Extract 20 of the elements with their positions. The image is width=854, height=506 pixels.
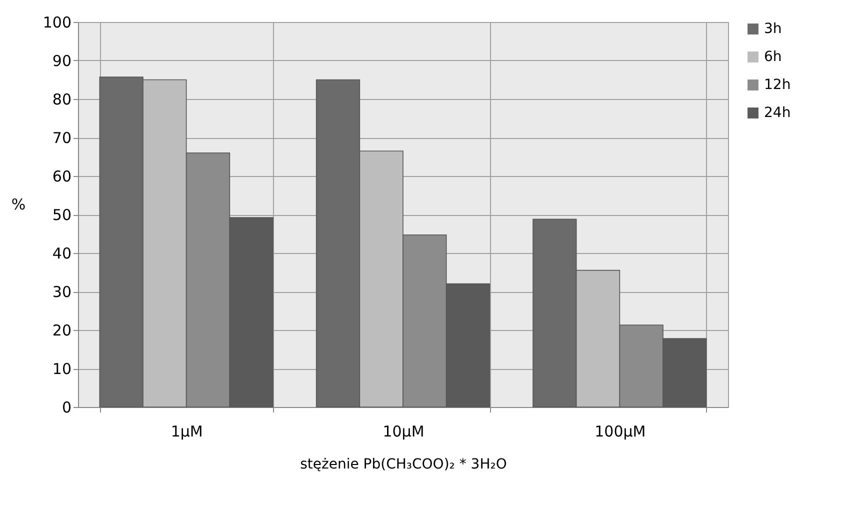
y-tick-label: 100 — [42, 14, 72, 32]
x-axis-title: stężenie Pb(CH₃COO)₂ * 3H₂O — [300, 456, 507, 472]
y-tick-label: 0 — [62, 398, 72, 416]
y-tick-label: 20 — [52, 322, 72, 340]
y-tick-label: 90 — [52, 52, 72, 70]
y-tick-label: 80 — [52, 90, 72, 108]
legend-label: 24h — [764, 105, 791, 121]
y-axis-title: % — [11, 196, 26, 214]
y-tick-label: 60 — [52, 168, 72, 186]
legend-label: 6h — [764, 49, 782, 65]
y-tick-label: 70 — [52, 129, 72, 147]
y-tick-label: 30 — [52, 283, 72, 301]
x-tick-label: 10µM — [382, 422, 424, 440]
y-tick-label: 10 — [52, 360, 72, 378]
x-tick-label: 1µM — [170, 422, 203, 440]
y-tick-label: 50 — [52, 206, 72, 224]
legend-label: 12h — [764, 77, 791, 93]
x-tick-label: 100µM — [594, 422, 646, 440]
y-tick-label: 40 — [52, 244, 72, 262]
legend-label: 3h — [764, 21, 782, 37]
